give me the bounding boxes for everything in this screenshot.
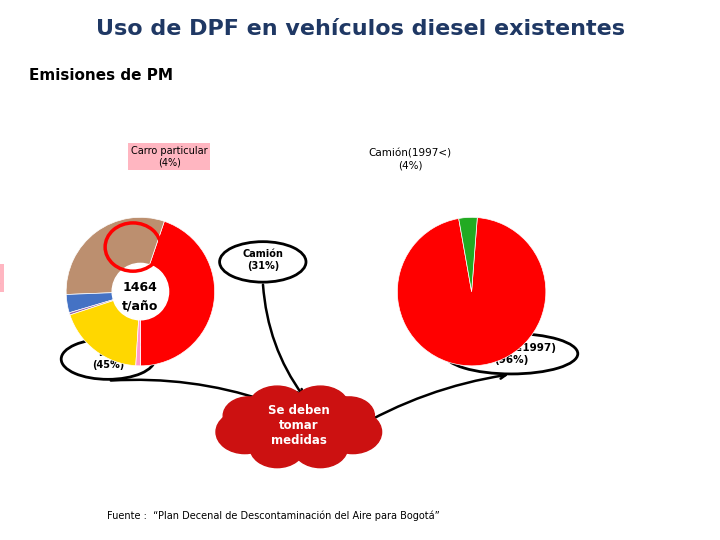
Text: Camión
(31%): Camión (31%)	[243, 249, 283, 271]
Circle shape	[230, 395, 299, 447]
Text: Moto
(19%): Moto (19%)	[107, 246, 138, 267]
Wedge shape	[397, 218, 546, 366]
Text: Camión(1997<)
(4%): Camión(1997<) (4%)	[369, 148, 452, 170]
Circle shape	[112, 264, 168, 320]
Circle shape	[299, 395, 368, 447]
Wedge shape	[136, 292, 140, 366]
Circle shape	[293, 427, 348, 468]
Text: Carro particular
(4%): Carro particular (4%)	[131, 146, 207, 167]
Wedge shape	[66, 218, 164, 294]
Circle shape	[324, 410, 382, 454]
Text: 1464: 1464	[123, 281, 158, 294]
Circle shape	[223, 397, 274, 435]
Circle shape	[216, 410, 274, 454]
Circle shape	[248, 386, 306, 429]
Text: t/año: t/año	[122, 300, 158, 313]
Wedge shape	[66, 292, 140, 313]
Text: Fuente :  “Plan Decenal de Descontaminación del Aire para Bogotá”: Fuente : “Plan Decenal de Descontaminaci…	[107, 511, 440, 521]
Text: Uso de DPF en vehículos diesel existentes: Uso de DPF en vehículos diesel existente…	[96, 19, 624, 39]
Text: Emisiones de PM: Emisiones de PM	[29, 68, 173, 83]
Circle shape	[250, 427, 305, 468]
Ellipse shape	[445, 333, 578, 374]
Wedge shape	[69, 292, 140, 315]
Text: Camión(≤1997)
(96%): Camión(≤1997) (96%)	[466, 343, 557, 364]
Wedge shape	[140, 221, 215, 366]
Text: Se deben
tomar
medidas: Se deben tomar medidas	[268, 404, 330, 447]
Circle shape	[324, 397, 374, 435]
Circle shape	[292, 386, 349, 429]
Wedge shape	[459, 217, 477, 292]
Circle shape	[261, 399, 336, 455]
Ellipse shape	[220, 241, 306, 282]
Text: Bus
(45%): Bus (45%)	[92, 348, 124, 370]
Wedge shape	[70, 292, 140, 366]
